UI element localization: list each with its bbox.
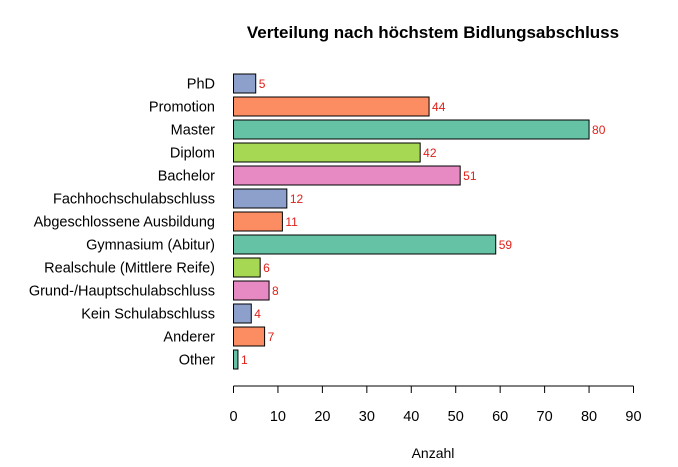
bar-fachhochschulabschluss xyxy=(233,188,288,209)
data-label-anderer: 7 xyxy=(268,330,275,344)
data-label-abgeschlossene-ausbildung: 11 xyxy=(285,215,298,229)
category-label-phd: PhD xyxy=(187,77,215,93)
category-labels: PhD Promotion Master Diplom Bachelor Fachhoch… xyxy=(29,77,215,369)
category-label-promotion: Promotion xyxy=(149,100,215,116)
data-label-grund-hauptschulabschluss: 8 xyxy=(272,284,279,298)
category-label-abgeschlossene-ausbildung: Abgeschlossene Ausbildung xyxy=(34,215,215,231)
data-label-kein-schulabschluss: 4 xyxy=(254,307,261,321)
x-tick-label-80: 80 xyxy=(581,409,597,425)
category-label-fachhochschulabschluss: Fachhochschulabschluss xyxy=(53,192,215,208)
category-label-grund-hauptschulabschluss: Grund-/Hauptschulabschluss xyxy=(29,284,215,300)
x-tick-label-50: 50 xyxy=(448,409,464,425)
bar-promotion xyxy=(233,96,430,117)
bar-master xyxy=(233,119,590,140)
bar-phd xyxy=(233,73,257,94)
category-label-diplom: Diplom xyxy=(170,146,215,162)
data-label-gymnasium-abitur: 59 xyxy=(499,238,513,252)
category-label-bachelor: Bachelor xyxy=(158,169,215,185)
chart-title: Verteilung nach höchstem Bidlungsabschlu… xyxy=(247,23,619,42)
bar-diplom xyxy=(233,142,421,163)
data-label-realschule-mittlere-reife: 6 xyxy=(263,261,270,275)
data-label-phd: 5 xyxy=(259,77,266,91)
x-axis-title: Anzahl xyxy=(412,445,455,461)
bar-anderer xyxy=(233,326,266,347)
data-label-promotion: 44 xyxy=(432,100,446,114)
x-axis: 0 10 20 30 40 50 60 70 80 90 xyxy=(229,385,642,425)
data-label-fachhochschulabschluss: 12 xyxy=(290,192,304,206)
category-label-kein-schulabschluss: Kein Schulabschluss xyxy=(81,307,215,323)
bar-kein-schulabschluss xyxy=(233,303,252,324)
bar-bachelor xyxy=(233,165,461,186)
category-label-realschule-mittlere-reife: Realschule (Mittlere Reife) xyxy=(44,261,215,277)
x-tick-label-20: 20 xyxy=(314,409,330,425)
x-tick-label-60: 60 xyxy=(492,409,508,425)
bars-group xyxy=(233,73,590,370)
category-label-other: Other xyxy=(179,353,215,369)
category-label-gymnasium-abitur: Gymnasium (Abitur) xyxy=(86,238,215,254)
x-tick-label-70: 70 xyxy=(537,409,553,425)
data-label-master: 80 xyxy=(592,123,606,137)
x-tick-label-0: 0 xyxy=(229,409,237,425)
data-label-diplom: 42 xyxy=(423,146,437,160)
x-tick-label-90: 90 xyxy=(625,409,641,425)
bar-realschule-mittlere-reife xyxy=(233,257,261,278)
data-label-other: 1 xyxy=(241,353,248,367)
category-label-master: Master xyxy=(171,123,215,139)
x-tick-label-40: 40 xyxy=(403,409,419,425)
category-label-anderer: Anderer xyxy=(163,330,215,346)
bar-grund-hauptschulabschluss xyxy=(233,280,270,301)
bar-abgeschlossene-ausbildung xyxy=(233,211,283,232)
x-tick-label-10: 10 xyxy=(270,409,286,425)
bar-gymnasium-abitur xyxy=(233,234,497,255)
data-label-bachelor: 51 xyxy=(463,169,477,183)
bar-other xyxy=(233,349,239,370)
x-tick-label-30: 30 xyxy=(359,409,375,425)
